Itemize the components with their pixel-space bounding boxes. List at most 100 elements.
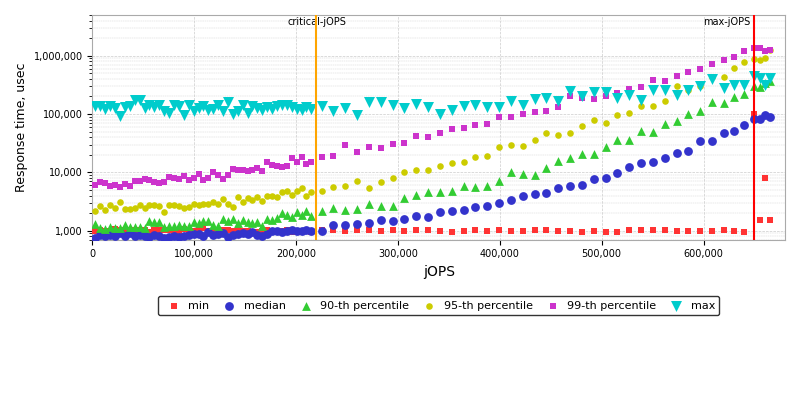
Point	[434, 228, 446, 234]
Point	[281, 228, 294, 234]
Point	[728, 82, 741, 88]
Point	[386, 203, 399, 210]
Point	[706, 99, 718, 105]
Point	[182, 177, 195, 184]
Point	[173, 202, 186, 209]
Point	[748, 73, 761, 79]
Point	[422, 226, 434, 233]
Point	[446, 208, 458, 214]
Point	[158, 179, 170, 185]
Point	[305, 189, 318, 196]
Point	[99, 207, 112, 213]
Point	[153, 232, 166, 239]
Point	[350, 227, 363, 234]
Point	[153, 102, 166, 108]
Point	[575, 123, 588, 130]
Point	[505, 168, 518, 175]
Point	[109, 105, 122, 112]
Point	[505, 228, 518, 234]
Point	[266, 217, 278, 223]
Point	[138, 204, 151, 211]
Point	[251, 194, 264, 201]
Point	[634, 96, 647, 103]
Point	[275, 210, 288, 217]
Point	[362, 220, 375, 226]
Point	[682, 87, 694, 93]
Point	[212, 102, 225, 108]
Point	[275, 228, 288, 235]
Point	[493, 200, 506, 206]
Point	[187, 218, 200, 225]
Point	[251, 165, 264, 172]
Point	[528, 227, 541, 233]
Point	[99, 228, 112, 234]
Point	[231, 194, 244, 201]
Point	[187, 108, 200, 114]
Point	[738, 48, 750, 54]
Point	[763, 78, 776, 84]
Point	[305, 213, 318, 219]
Point	[114, 184, 126, 190]
Point	[457, 228, 470, 234]
Point	[434, 130, 446, 136]
Point	[99, 226, 112, 232]
Point	[434, 208, 446, 215]
Point	[114, 230, 126, 236]
Point	[270, 193, 283, 200]
Point	[374, 217, 387, 223]
Point	[469, 204, 482, 210]
Point	[682, 111, 694, 117]
Point	[89, 208, 102, 214]
Point	[738, 59, 750, 66]
Point	[178, 112, 190, 118]
Point	[109, 204, 122, 211]
Point	[327, 227, 340, 234]
Point	[138, 227, 151, 233]
Point	[300, 192, 313, 199]
Point	[481, 202, 494, 209]
Point	[646, 76, 659, 83]
Point	[634, 103, 647, 110]
Point	[275, 189, 288, 195]
Point	[187, 230, 200, 237]
Point	[493, 227, 506, 233]
Point	[634, 227, 647, 233]
Point	[236, 230, 249, 236]
Point	[118, 104, 131, 110]
Point	[410, 167, 422, 173]
Point	[575, 94, 588, 101]
Point	[658, 227, 671, 233]
Point	[422, 189, 434, 195]
Point	[682, 87, 694, 93]
Point	[286, 229, 298, 236]
Point	[202, 201, 214, 207]
Point	[611, 137, 624, 143]
Point	[246, 220, 259, 226]
Point	[374, 98, 387, 105]
Point	[104, 102, 117, 109]
Point	[286, 227, 298, 234]
Point	[386, 102, 399, 109]
Point	[315, 228, 328, 234]
Point	[231, 167, 244, 174]
Point	[148, 219, 161, 226]
Point	[192, 220, 205, 226]
Point	[226, 228, 239, 234]
Point	[763, 75, 776, 81]
Point	[118, 222, 131, 228]
Point	[398, 105, 411, 112]
Point	[158, 226, 170, 233]
Point	[540, 190, 553, 196]
Point	[339, 207, 352, 213]
Point	[226, 165, 239, 172]
Point	[246, 102, 259, 109]
Point	[422, 104, 434, 110]
Point	[266, 106, 278, 112]
Point	[187, 175, 200, 181]
Point	[694, 66, 706, 72]
Point	[362, 226, 375, 233]
Point	[226, 232, 239, 239]
Point	[153, 180, 166, 186]
Point	[128, 227, 141, 233]
Point	[469, 227, 482, 233]
